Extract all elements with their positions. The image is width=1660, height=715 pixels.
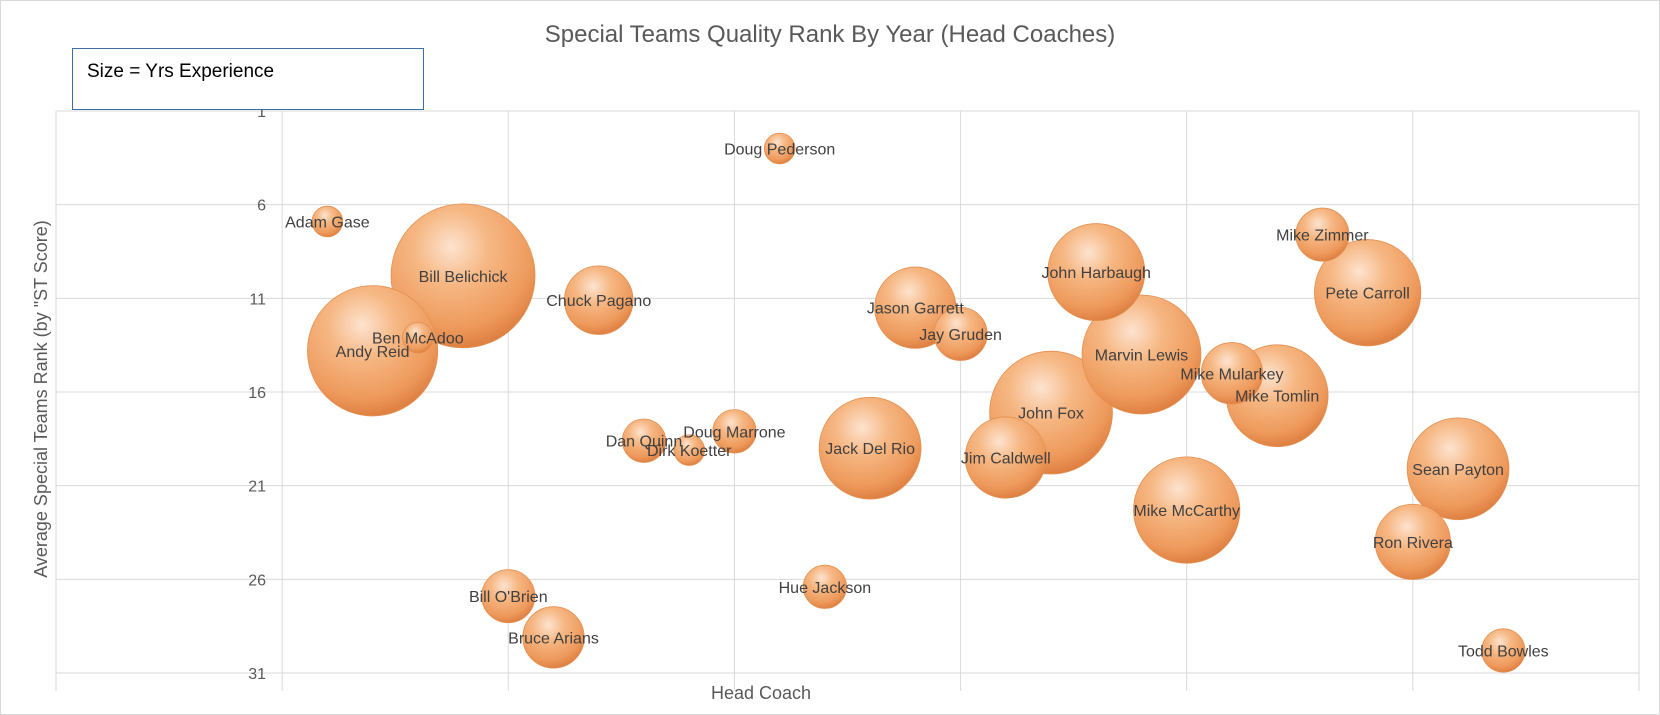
bubble <box>402 321 434 354</box>
bubble <box>307 285 439 417</box>
y-tick-label: 21 <box>248 479 266 496</box>
bubble-label: Ron Rivera <box>1373 535 1453 552</box>
bubble-label: Bruce Arians <box>508 630 599 647</box>
y-tick-label: 6 <box>257 198 266 215</box>
bubble <box>390 203 536 349</box>
y-tick-label: 1 <box>257 104 266 121</box>
bubble-label: Sean Payton <box>1412 462 1504 479</box>
y-tick-label: 26 <box>248 572 266 589</box>
bubble-label: Mike McCarthy <box>1133 503 1240 520</box>
bubble <box>564 265 634 335</box>
bubble <box>1374 503 1451 580</box>
y-tick-label: 11 <box>249 291 266 308</box>
size-legend-text: Size = Yrs Experience <box>87 61 275 82</box>
bubble <box>673 434 705 466</box>
bubble <box>522 606 585 669</box>
y-axis-title: Average Special Teams Rank (by "ST Score… <box>31 220 51 578</box>
bubble <box>1481 628 1526 673</box>
bubble <box>802 564 847 609</box>
bubble-label: Dan Quinn <box>606 434 683 451</box>
bubble-label: Mike Mularkey <box>1180 366 1283 383</box>
bubble-label: Bill O'Brien <box>469 589 548 606</box>
bubble-label: Doug Marrone <box>683 424 785 441</box>
bubble-label: Jim Caldwell <box>961 451 1051 468</box>
bubble-label: Pete Carroll <box>1325 286 1409 303</box>
y-tick-label: 31 <box>248 666 266 683</box>
bubble-label: Adam Gase <box>285 215 370 232</box>
bubble-label: Ben McAdoo <box>372 331 464 348</box>
bubble <box>1406 417 1510 521</box>
bubble <box>621 418 667 463</box>
bubble-label: Dirk Koetter <box>647 443 732 460</box>
bubble <box>481 569 536 624</box>
bubble <box>818 396 922 500</box>
bubble <box>1081 294 1202 415</box>
size-legend-box: Size = Yrs Experience <box>72 48 424 110</box>
bubble-label: Hue Jackson <box>779 580 872 597</box>
bubble-label: Marvin Lewis <box>1095 348 1188 365</box>
y-tick-label: 16 <box>248 385 266 402</box>
bubble <box>1133 456 1241 564</box>
bubble-label: Chuck Pagano <box>546 293 651 310</box>
bubble-label: Jack Del Rio <box>825 441 915 458</box>
bubble <box>712 409 757 454</box>
bubble <box>311 205 344 238</box>
bubble-label: Andy Reid <box>336 344 410 361</box>
bubble <box>1314 239 1422 347</box>
bubble-label: Mike Tomlin <box>1235 389 1319 406</box>
bubble-label: Jay Gruden <box>919 327 1002 344</box>
bubble <box>1047 223 1146 322</box>
bubble-label: John Harbaugh <box>1042 265 1151 282</box>
bubble <box>763 132 796 165</box>
x-axis-title: Head Coach <box>711 683 811 703</box>
bubble-label: Jason Garrett <box>867 301 964 318</box>
bubble <box>1200 342 1264 405</box>
bubble <box>964 416 1047 499</box>
bubble-label: Doug Pederson <box>724 141 835 158</box>
bubble <box>1295 207 1350 262</box>
chart-title: Special Teams Quality Rank By Year (Head… <box>544 21 1116 48</box>
bubble-label: Bill Belichick <box>419 269 509 286</box>
bubbles <box>307 132 1526 673</box>
bubble-label: John Fox <box>1018 406 1084 423</box>
bubble-label: Todd Bowles <box>1458 644 1549 661</box>
gridlines <box>55 110 1640 691</box>
bubble-label: Mike Zimmer <box>1276 228 1369 245</box>
bubble <box>933 306 988 361</box>
